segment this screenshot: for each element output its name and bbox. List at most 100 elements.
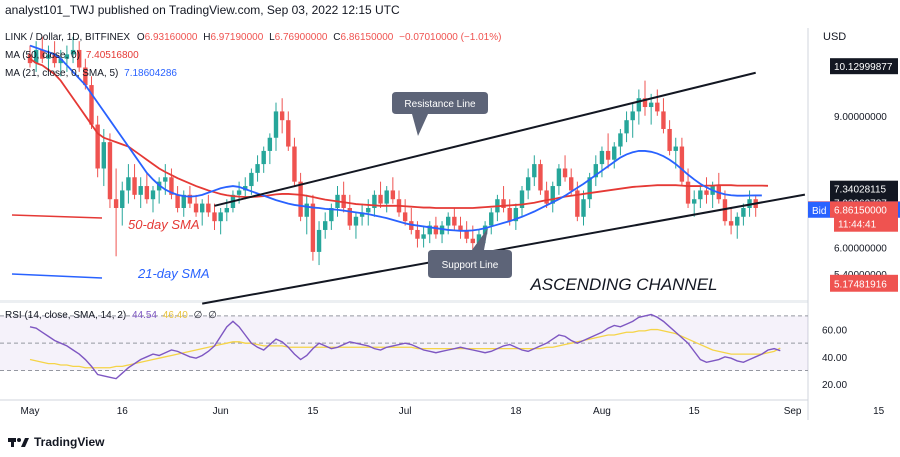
candle-body — [538, 164, 543, 191]
candle-body — [464, 229, 469, 239]
time-tick-label: 15 — [689, 406, 701, 417]
footer-brand: TradingView — [8, 433, 104, 451]
candle-body — [107, 142, 113, 200]
candle-body — [452, 216, 457, 226]
price-tag: 5.17481916 — [834, 280, 887, 291]
candle-body — [581, 199, 586, 217]
candle-body — [70, 49, 76, 55]
candle-body — [273, 111, 279, 138]
time-tick-label: 16 — [117, 406, 129, 417]
candle-body — [46, 54, 51, 59]
candle-body — [704, 190, 709, 195]
price-axis: 10.129998779.000000007.340281157.0336278… — [808, 58, 900, 391]
moving-average-lines — [29, 44, 769, 232]
candle-body — [150, 190, 156, 200]
candle-body — [169, 177, 174, 195]
rsi-tick-label: 20.00 — [822, 380, 847, 391]
candle-body — [255, 164, 260, 173]
candle-body — [33, 49, 39, 64]
candle-body — [612, 146, 617, 160]
legend-ma50-label: MA (50, close, 0) — [5, 50, 80, 61]
tradingview-logo-icon — [8, 438, 29, 447]
candle-body — [249, 172, 254, 187]
candle-body — [144, 186, 150, 200]
candle-body — [593, 164, 598, 178]
legend-o-label: O — [137, 32, 145, 43]
candle-body — [728, 221, 734, 226]
candle-body — [316, 229, 322, 252]
time-tick-label: Jun — [213, 406, 229, 417]
candle-body — [279, 111, 285, 121]
legend-ma21-value: 7.18604286 — [124, 68, 177, 79]
time-tick-label: Sep — [784, 406, 802, 417]
sma50-label: 50-day SMA — [128, 217, 200, 232]
candle-body — [550, 186, 555, 204]
candle-body — [679, 146, 685, 182]
candle-body — [655, 102, 660, 112]
legend-rsi-ma: 46.40 — [163, 310, 188, 321]
candle-body — [64, 54, 70, 59]
candle-body — [187, 194, 193, 204]
price-tag-bg — [830, 180, 898, 197]
candle-body — [501, 199, 506, 208]
candle-body — [101, 142, 106, 169]
price-tag-bg — [830, 201, 898, 218]
candle-body — [200, 203, 205, 213]
legend-change: −0.07010000 (−1.01%) — [399, 32, 501, 43]
candle-body — [507, 208, 512, 222]
channel-label: ASCENDING CHANNEL — [529, 275, 717, 294]
legend-ma50-value: 7.40516800 — [86, 50, 139, 61]
tradingview-brand: TradingView — [34, 435, 105, 449]
candle-body — [212, 212, 217, 222]
candle-body — [175, 194, 180, 208]
legend-h-label: H — [203, 32, 210, 43]
candle-body — [648, 102, 654, 108]
time-tick-label: Aug — [593, 406, 611, 417]
candle-body — [599, 150, 605, 165]
time-axis: May 16 Jun 15 Jul 18 Aug 15 Sep 15 — [21, 406, 885, 417]
candle-body — [310, 203, 316, 252]
candle-body — [519, 190, 525, 208]
sma21-legend-line — [11, 273, 103, 279]
candle-body — [236, 190, 242, 195]
candle-body — [193, 203, 199, 213]
candle-body — [83, 67, 88, 86]
candle-body — [692, 199, 697, 204]
ma21-line — [29, 44, 762, 232]
publisher-header: analyst101_TWJ published on TradingView.… — [5, 3, 400, 17]
candle-body — [224, 208, 229, 213]
candle-body — [470, 238, 475, 244]
legend-rsi-value: 44.54 — [132, 310, 157, 321]
candle-body — [741, 208, 746, 217]
candle-body — [544, 190, 549, 204]
candle-body — [58, 58, 63, 64]
candle-body — [323, 221, 328, 230]
candle-body — [433, 225, 439, 235]
candle-body — [218, 212, 223, 222]
price-unit: USD — [823, 31, 846, 43]
candle-body — [624, 120, 629, 134]
price-tag: 9.00000000 — [834, 112, 887, 123]
legend-o: 6.93160000 — [145, 32, 198, 43]
candle-body — [89, 85, 94, 125]
candle-body — [482, 225, 488, 235]
legend-rsi-x2: ∅ — [208, 310, 217, 321]
candle-body — [402, 212, 408, 222]
support-callout: Support Line — [428, 228, 512, 278]
legend-rsi: RSI (14, close, SMA, 14, 2) 44.54 46.40 … — [5, 310, 217, 321]
candle-body — [556, 168, 562, 187]
candle-body — [525, 177, 531, 191]
rsi-pane — [0, 313, 808, 380]
legend-h: 6.97190000 — [210, 32, 263, 43]
rsi-tick-label: 60.00 — [822, 326, 847, 337]
resistance-line — [214, 71, 756, 207]
candle-body — [476, 234, 482, 244]
ascending-channel — [202, 71, 806, 305]
candle-body — [390, 190, 396, 200]
candle-body — [489, 212, 494, 226]
legend-ma50: MA (50, close, 0) 7.40516800 — [5, 50, 139, 61]
candle-body — [359, 212, 365, 217]
price-tag: 6.00000000 — [834, 244, 887, 255]
candle-body — [206, 203, 211, 213]
